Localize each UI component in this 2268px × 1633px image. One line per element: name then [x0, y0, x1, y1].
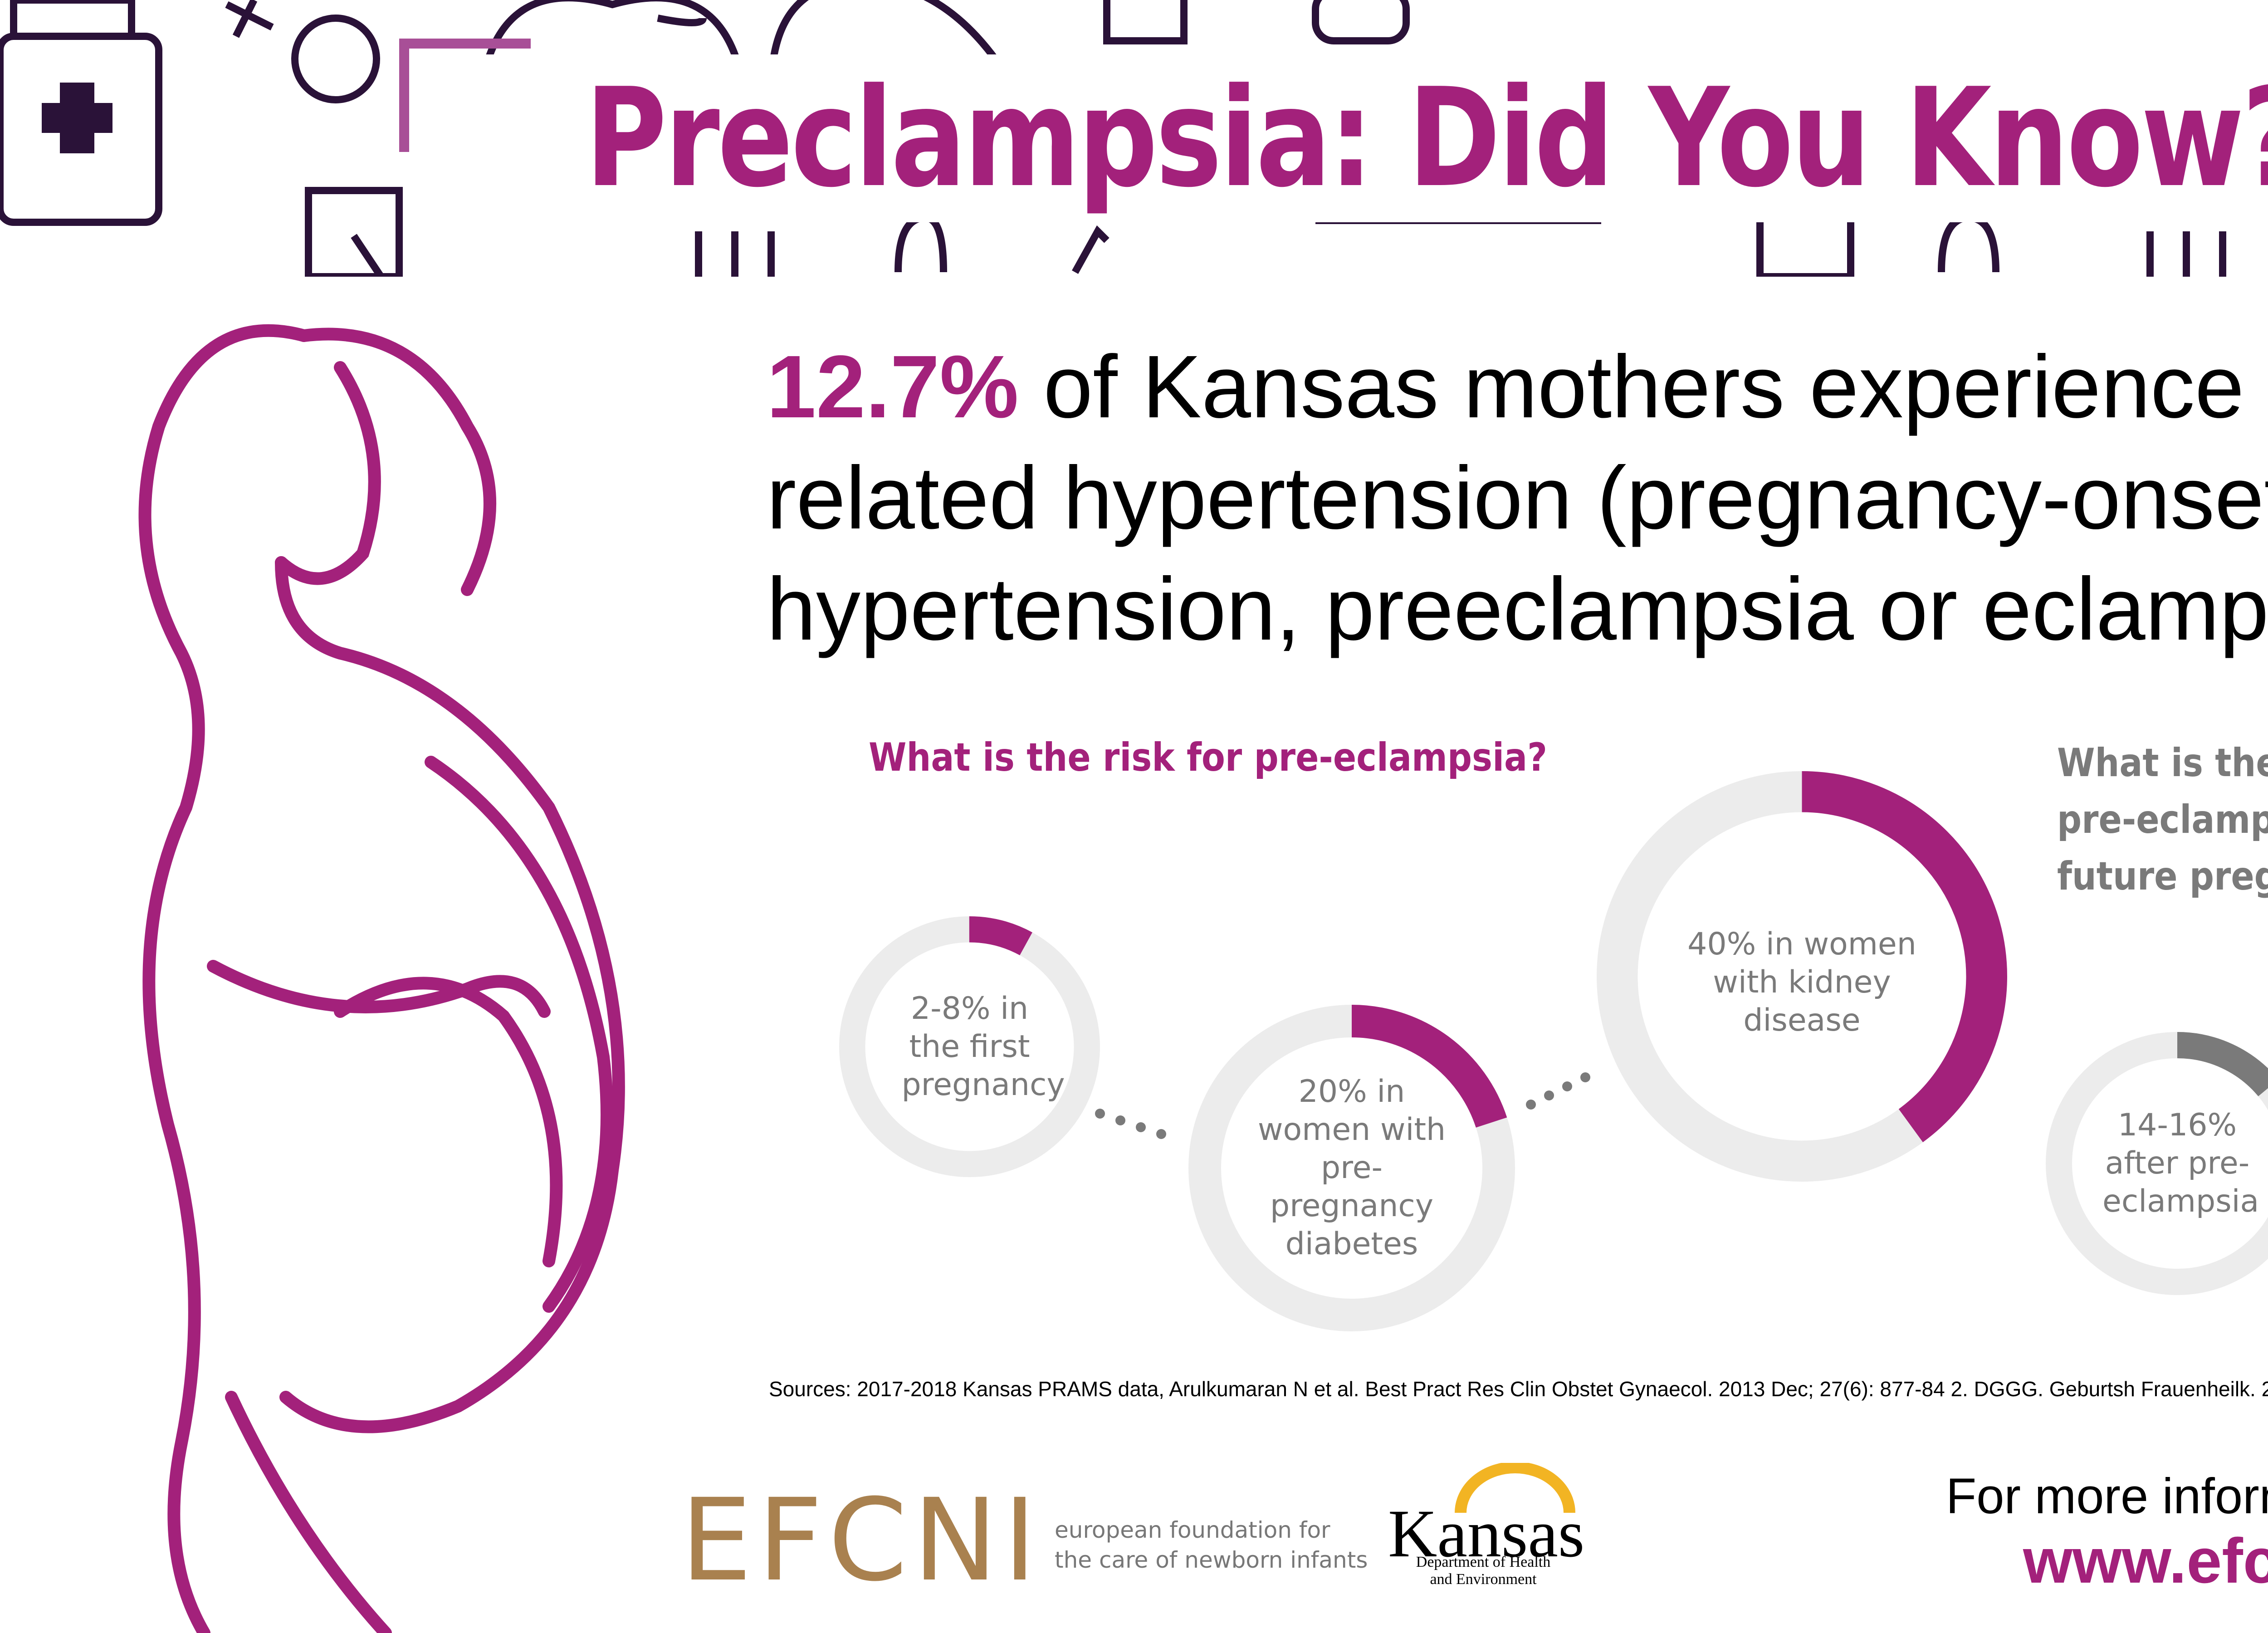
- connector-dots: [1524, 1061, 1606, 1114]
- page-title: Preclampsia: Did You Know?: [585, 59, 2268, 217]
- crib-icon: [1103, 0, 1410, 44]
- medicine-bottle-icon: [0, 0, 162, 226]
- more-info-text: For more information, visit: [1946, 1468, 2268, 1524]
- risk-section-title: What is the risk for pre-eclampsia?: [869, 735, 1548, 780]
- efcni-link[interactable]: www.efcni.org: [2023, 1525, 2268, 1596]
- gender-symbol-icon: [225, 0, 380, 103]
- ring-label: 2-8% in the first pregnancy: [901, 990, 1065, 1103]
- kansas-stars-arch-icon: [1455, 1463, 1575, 1513]
- pregnant-woman-illustration: [138, 324, 625, 1633]
- title-bracket-top: [399, 39, 531, 49]
- efcni-logo: EFCNI: [680, 1474, 1042, 1606]
- recurrence-section-title: What is the risk of developing pre-eclam…: [2057, 740, 2268, 899]
- connector-dots: [1093, 1107, 1175, 1150]
- ring-kidney-disease: 40% in women with kidney disease: [1597, 771, 2007, 1182]
- parents-icon: [477, 0, 1019, 93]
- efcni-tagline: european foundation for the care of newb…: [1055, 1517, 1368, 1573]
- headline-text: of Kansas mothers experience pregnancy r…: [767, 337, 2268, 659]
- ring-after-pre-eclampsia: 14-16% after pre-eclampsia: [2046, 1032, 2268, 1295]
- title-bracket-left: [399, 39, 409, 152]
- ring-label: 20% in women with pre-pregnancy diabetes: [1257, 1074, 1446, 1262]
- ring-first-pregnancy: 2-8% in the first pregnancy: [839, 916, 1100, 1177]
- header-band: Preclampsia: Did You Know?: [0, 0, 2268, 277]
- sources-citation: Sources: 2017-2018 Kansas PRAMS data, Ar…: [769, 1377, 2268, 1401]
- headline: 12.7% of Kansas mothers experience pregn…: [767, 331, 2268, 665]
- headline-stat: 12.7%: [767, 337, 1019, 436]
- ring-label: 14-16% after pre-eclampsia: [2102, 1107, 2259, 1219]
- kansas-department: Department of Health and Environment: [1416, 1554, 1551, 1588]
- kansas-logo: Kansas: [1388, 1496, 1585, 1571]
- header-icons: [0, 0, 2226, 277]
- ring-pre-pregnancy-diabetes: 20% in women with pre-pregnancy diabetes: [1188, 1005, 1515, 1331]
- ring-label: 40% in women with kidney disease: [1687, 926, 1916, 1038]
